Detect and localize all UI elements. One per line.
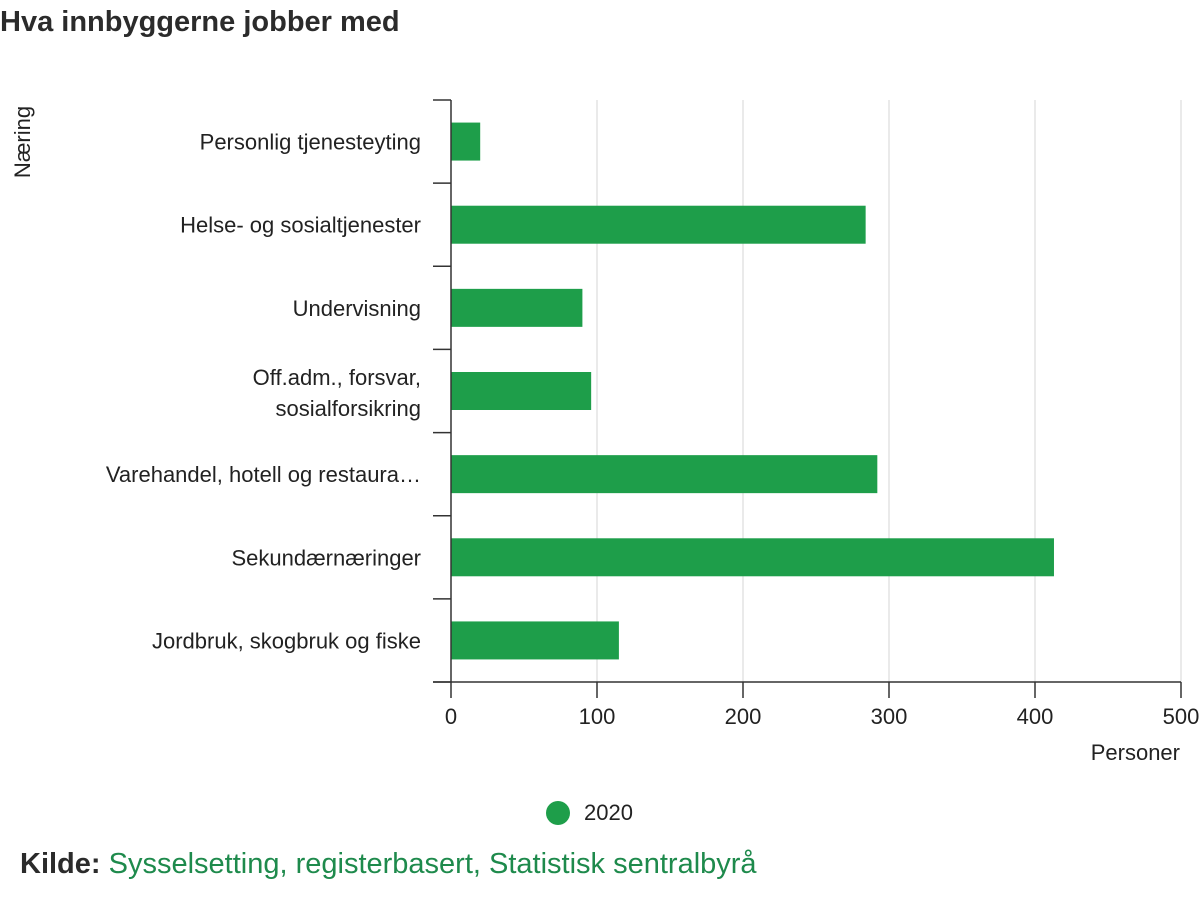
x-tick-label: 200 (725, 704, 762, 729)
axes (433, 99, 1182, 698)
bar[interactable] (451, 372, 592, 410)
bar-chart: Personlig tjenesteyting Helse- og sosialt… (10, 99, 1199, 765)
legend-marker (546, 801, 570, 825)
bars (451, 122, 1054, 660)
source-link[interactable]: Sysselsetting, registerbasert, Statistis… (108, 848, 757, 880)
legend[interactable]: 2020 (546, 800, 633, 826)
bar[interactable] (451, 455, 878, 494)
category-label: Varehandel, hotell og restaura… (106, 462, 421, 487)
source-line: Kilde: Sysselsetting, registerbasert, St… (20, 848, 757, 881)
bar[interactable] (451, 621, 619, 660)
x-tick-label: 300 (871, 704, 908, 729)
x-tick-label: 500 (1163, 704, 1200, 729)
y-axis-title: Næring (10, 106, 35, 178)
bar[interactable] (451, 538, 1054, 577)
bar[interactable] (451, 205, 866, 244)
category-label: Off.adm., forsvar, sosialforsikring (253, 365, 421, 421)
x-tick-label: 100 (579, 704, 616, 729)
category-label: Sekundærnæringer (231, 545, 421, 570)
category-label: Jordbruk, skogbruk og fiske (152, 628, 421, 653)
bar[interactable] (451, 288, 583, 327)
legend-label: 2020 (584, 800, 633, 825)
source-label: Kilde: (20, 848, 101, 880)
gridlines (596, 100, 1182, 682)
category-label: Undervisning (293, 296, 421, 321)
x-tick-labels: 0 100 200 300 400 500 (445, 704, 1199, 729)
category-label: Helse- og sosialtjenester (180, 213, 421, 238)
x-tick-label: 400 (1017, 704, 1054, 729)
x-axis-title: Personer (1091, 740, 1180, 765)
chart-title: Hva innbyggerne jobber med (0, 6, 400, 38)
x-tick-label: 0 (445, 704, 457, 729)
category-label: Personlig tjenesteyting (200, 130, 421, 155)
category-labels: Personlig tjenesteyting Helse- og sosialt… (106, 130, 421, 654)
bar[interactable] (451, 122, 481, 161)
